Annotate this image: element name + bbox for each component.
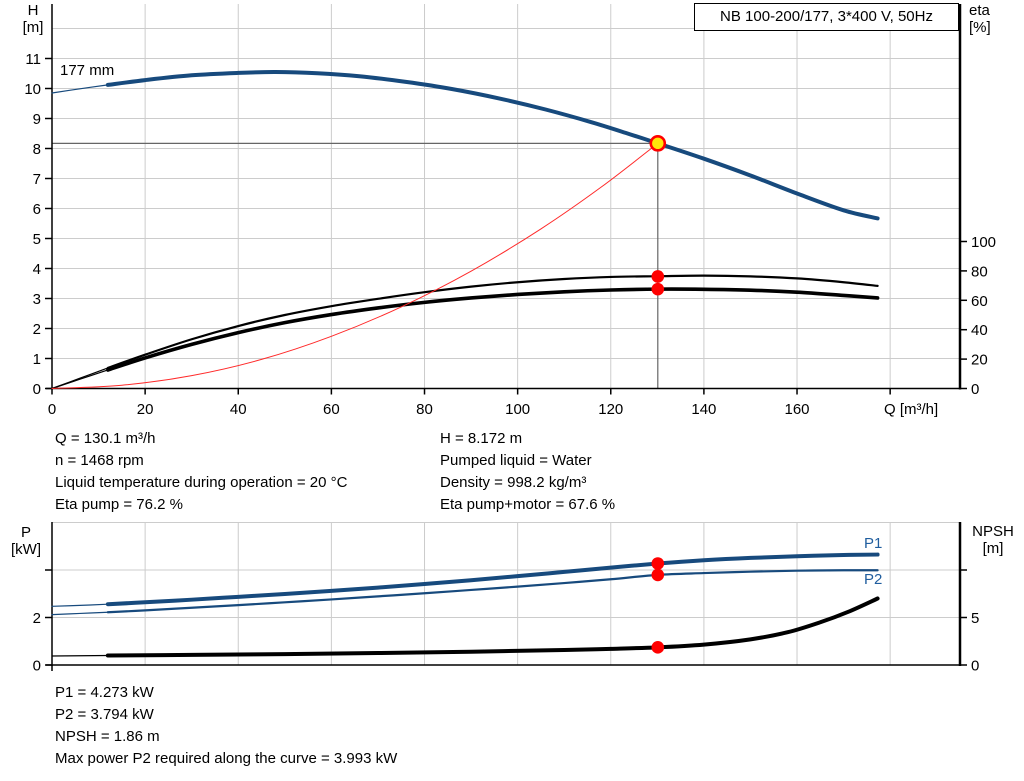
p-axis-label: P [kW] [2, 524, 50, 558]
duty-info-right: H = 8.172 m Pumped liquid = Water Densit… [440, 428, 615, 516]
duty-info-left: Q = 130.1 m³/h n = 1468 rpm Liquid tempe… [55, 428, 347, 516]
tick-label: 20 [137, 401, 154, 418]
tick-label: 4 [33, 261, 41, 278]
result-info-bottom: P1 = 4.273 kW P2 = 3.794 kW NPSH = 1.86 … [55, 682, 397, 770]
curve-P2 [51, 611, 109, 616]
tick-label: 80 [416, 401, 433, 418]
tick-label: 120 [598, 401, 623, 418]
info-q: Q = 130.1 m³/h [55, 430, 156, 447]
curve-head-177mm [51, 84, 109, 94]
tick-label: 0 [971, 658, 979, 675]
top-chart: 0 1 2 3 4 5 6 7 8 9 10 11 0 20 40 60 80 100 0 20 40 60 80 100 12… [24, 4, 996, 418]
p2-curve-label: P2 [864, 571, 883, 588]
curve-P1 [51, 603, 109, 607]
tick-label: 7 [33, 171, 41, 188]
tick-label: 60 [323, 401, 340, 418]
h-axis-label: H [m] [12, 2, 54, 36]
tick-label: 0 [48, 401, 56, 418]
tick-label: 3 [33, 291, 41, 308]
eta-axis-label-line2: [%] [969, 19, 991, 36]
tick-label: 100 [971, 234, 996, 251]
impeller-diameter-label: 177 mm [60, 62, 115, 79]
tick-label: 2 [33, 610, 41, 627]
tick-label: 160 [785, 401, 810, 418]
curve-eta-pump-motor [51, 369, 109, 390]
tick-label: 2 [33, 321, 41, 338]
tick-label: 10 [24, 81, 41, 98]
info-eta-pump-motor: Eta pump+motor = 67.6 % [440, 496, 616, 513]
info-p1: P1 = 4.273 kW [55, 684, 154, 701]
curve-NPSH [105, 596, 880, 658]
eta-axis-label-line1: eta [969, 2, 990, 19]
curve-system-curve [51, 142, 659, 389]
info-speed: n = 1468 rpm [55, 452, 144, 469]
tick-label: 100 [505, 401, 530, 418]
p-axis-label-line1: P [20, 524, 31, 541]
pump-title-box: NB 100-200/177, 3*400 V, 50Hz [694, 3, 959, 31]
info-max-power: Max power P2 required along the curve = … [55, 750, 398, 767]
h-axis-label-line1: H [27, 2, 39, 19]
duty-p2-dot [651, 568, 665, 582]
tick-label: 0 [971, 381, 979, 398]
tick-label: 40 [230, 401, 247, 418]
tick-label: 0 [33, 658, 41, 675]
curve-P2 [106, 569, 879, 614]
curve-eta-pump-motor [106, 287, 880, 372]
tick-label: 6 [33, 201, 41, 218]
tick-label: 20 [971, 352, 988, 369]
duty-point-marker[interactable] [649, 135, 667, 152]
info-npsh: NPSH = 1.86 m [55, 728, 160, 745]
duty-npsh-dot [651, 641, 665, 654]
tick-label: 1 [33, 351, 41, 368]
info-p2: P2 = 3.794 kW [55, 706, 154, 723]
tick-label: 40 [971, 322, 988, 339]
h-axis-label-line2: [m] [22, 19, 44, 36]
info-pumped-liquid: Pumped liquid = Water [440, 452, 592, 469]
duty-eta-pump-motor-dot [651, 282, 665, 296]
p1-curve-label: P1 [864, 535, 883, 552]
info-liquid-temp: Liquid temperature during operation = 20… [55, 474, 348, 491]
tick-label: 140 [691, 401, 716, 418]
duty-eta-pump-dot [651, 270, 665, 283]
p-axis-label-line2: [kW] [11, 541, 41, 558]
npsh-axis-label-line1: NPSH [972, 523, 1014, 540]
npsh-axis-label: NPSH [m] [964, 523, 1022, 557]
tick-label: 60 [971, 293, 988, 310]
curve-P1 [105, 552, 880, 607]
curve-eta-pump [106, 274, 879, 370]
tick-label: 9 [33, 111, 41, 128]
tick-label: 11 [25, 51, 41, 68]
info-h: H = 8.172 m [440, 430, 523, 447]
tick-label: 80 [971, 263, 988, 280]
info-density: Density = 998.2 kg/m³ [440, 474, 587, 491]
info-eta-pump: Eta pump = 76.2 % [55, 496, 183, 513]
curve-head-177mm [105, 69, 880, 221]
q-axis-label: Q [m³/h] [884, 401, 939, 418]
npsh-axis-label-line2: [m] [982, 540, 1004, 557]
tick-label: 0 [33, 381, 41, 398]
duty-p1-dot [651, 557, 665, 570]
tick-label: 8 [33, 141, 41, 158]
eta-axis-label: eta [%] [969, 2, 991, 36]
bottom-chart: 0 2 0 5 [33, 522, 979, 675]
tick-label: 5 [971, 610, 979, 627]
tick-label: 5 [33, 231, 41, 248]
